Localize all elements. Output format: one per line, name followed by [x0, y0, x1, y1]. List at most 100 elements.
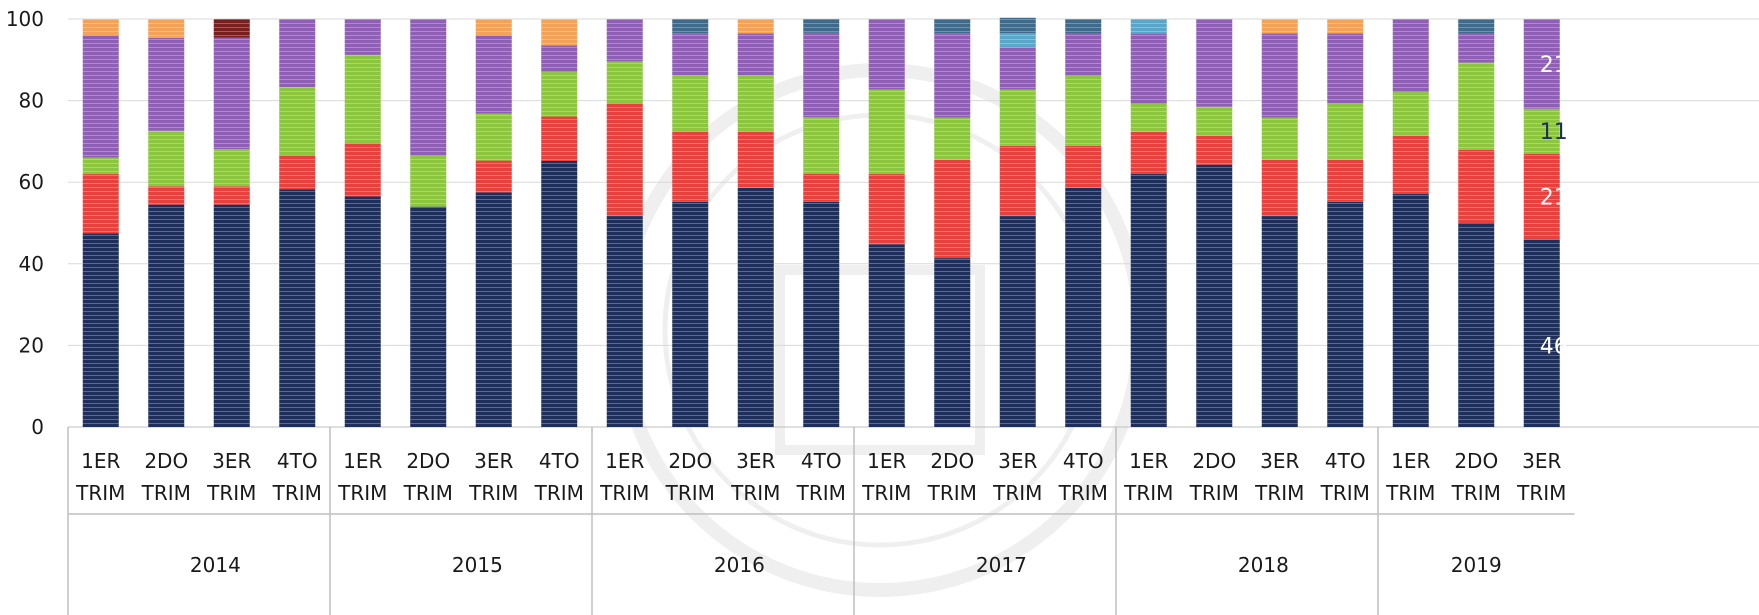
bar-segment-texture: [541, 46, 577, 73]
x-tick-label-trim: TRIM: [1451, 481, 1501, 505]
bar-segment-texture: [803, 202, 839, 427]
bar-segment-texture: [410, 156, 446, 207]
x-tick-label-trim: TRIM: [75, 481, 125, 505]
x-tick-label-quarter: 3ER: [474, 449, 513, 473]
x-tick-label-quarter: 1ER: [605, 449, 644, 473]
bar-segment-texture: [83, 233, 119, 427]
x-tick-label-quarter: 1ER: [867, 449, 906, 473]
x-group-label-year: 2018: [1238, 553, 1289, 577]
bar-segment-texture: [148, 19, 184, 38]
x-tick-label-trim: TRIM: [468, 481, 518, 505]
x-tick-label-quarter: 2DO: [668, 449, 712, 473]
x-tick-label-quarter: 4TO: [277, 449, 318, 473]
bar-segment-texture: [607, 61, 643, 103]
bar-segment-texture: [934, 258, 970, 427]
data-label: 11: [1540, 120, 1568, 145]
y-tick-label: 80: [19, 89, 44, 113]
x-tick-label-trim: TRIM: [1385, 481, 1435, 505]
bar-segment-texture: [803, 174, 839, 202]
x-tick-label-quarter: 2DO: [406, 449, 450, 473]
bar-segment-texture: [1196, 107, 1232, 136]
bar-segment-texture: [738, 19, 774, 33]
bar-segment-texture: [1131, 132, 1167, 174]
x-tick-label-quarter: 3ER: [998, 449, 1037, 473]
bar-segment-texture: [345, 196, 381, 427]
bar-segment-texture: [738, 33, 774, 75]
bar-segment-texture: [1131, 104, 1167, 132]
bar-segment-texture: [869, 174, 905, 244]
bar-segment-texture: [410, 207, 446, 427]
bar-segment-texture: [869, 19, 905, 90]
bar-segment-texture: [1000, 33, 1036, 47]
x-tick-label-trim: TRIM: [1058, 481, 1108, 505]
bar-segment-texture: [1065, 34, 1101, 76]
y-tick-label: 40: [19, 252, 44, 276]
bar-segment-texture: [1000, 146, 1036, 216]
x-group-label-year: 2016: [714, 553, 765, 577]
x-tick-label-quarter: 2DO: [930, 449, 974, 473]
bar-segment-texture: [476, 114, 512, 161]
x-group-label-year: 2017: [976, 553, 1027, 577]
bar-segment-texture: [1327, 103, 1363, 159]
bar-segment-texture: [934, 33, 970, 117]
x-tick-label-quarter: 4TO: [539, 449, 580, 473]
bar-segment-texture: [607, 103, 643, 216]
x-group-label-year: 2019: [1451, 553, 1502, 577]
x-tick-label-trim: TRIM: [534, 481, 584, 505]
bar-segment-texture: [1000, 48, 1036, 90]
bar-segment-texture: [607, 216, 643, 427]
x-tick-label-quarter: 3ER: [736, 449, 775, 473]
bar-segment-texture: [1393, 92, 1429, 136]
x-tick-label-trim: TRIM: [992, 481, 1042, 505]
bar-segment-texture: [1458, 223, 1494, 427]
x-tick-label-trim: TRIM: [1189, 481, 1239, 505]
bar-segment-texture: [1458, 19, 1494, 34]
x-tick-label-trim: TRIM: [927, 481, 977, 505]
bar-segment-texture: [541, 117, 577, 161]
x-tick-label-trim: TRIM: [1516, 481, 1566, 505]
bar-segment-texture: [1393, 136, 1429, 194]
x-tick-label-quarter: 1ER: [1129, 449, 1168, 473]
bar-segment-texture: [541, 161, 577, 427]
bar-segment-texture: [1262, 19, 1298, 33]
bar-segment-texture: [83, 174, 119, 233]
data-label: 46: [1540, 334, 1568, 359]
gridlines: [68, 19, 1759, 427]
bar-segment-texture: [476, 19, 512, 35]
bar-segment-texture: [214, 205, 250, 427]
x-tick-label-trim: TRIM: [337, 481, 387, 505]
bar-segment-texture: [1196, 136, 1232, 165]
bar-segment-texture: [279, 19, 315, 87]
x-tick-label-trim: TRIM: [1123, 481, 1173, 505]
bar-segment-texture: [1458, 150, 1494, 223]
x-tick-label-trim: TRIM: [665, 481, 715, 505]
bar-segment-texture: [672, 19, 708, 33]
bar-segment-texture: [1262, 33, 1298, 117]
bar-segment-texture: [738, 132, 774, 188]
x-tick-label-quarter: 2DO: [1192, 449, 1236, 473]
bar-segment-texture: [1131, 174, 1167, 427]
bar-segment-texture: [214, 149, 250, 186]
bar-segment-texture: [1327, 202, 1363, 427]
bar-segment-texture: [1000, 18, 1036, 34]
x-tick-label-trim: TRIM: [599, 481, 649, 505]
x-tick-label-trim: TRIM: [796, 481, 846, 505]
bar-segment-texture: [214, 186, 250, 204]
bar-segment-texture: [1327, 160, 1363, 202]
y-tick-label: 20: [19, 333, 44, 357]
x-tick-label-trim: TRIM: [206, 481, 256, 505]
bar-segment-texture: [1000, 90, 1036, 146]
bar-segment-texture: [738, 188, 774, 427]
y-tick-label: 60: [19, 170, 44, 194]
y-axis: 0 20 40 60 80 100: [6, 7, 44, 439]
bar-segment-texture: [1327, 19, 1363, 33]
x-tick-label-quarter: 1ER: [81, 449, 120, 473]
bar-segment-texture: [83, 35, 119, 157]
bar-segment-texture: [148, 131, 184, 186]
bar-segment-texture: [279, 87, 315, 155]
data-label: 21: [1540, 53, 1568, 78]
bar-segment-texture: [1393, 194, 1429, 427]
x-tick-label-quarter: 3ER: [212, 449, 251, 473]
x-tick-label-quarter: 3ER: [1522, 449, 1561, 473]
bar-segment-texture: [803, 117, 839, 173]
